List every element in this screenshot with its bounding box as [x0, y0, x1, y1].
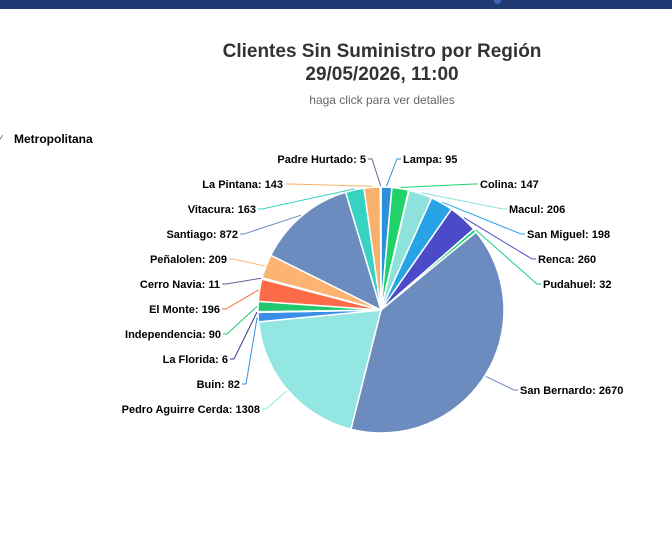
data-label-renca[interactable]: Renca: 260	[538, 254, 596, 266]
connector-independencia	[223, 306, 258, 335]
data-label-santiago[interactable]: Santiago: 872	[166, 229, 238, 241]
connector-vitacura	[258, 188, 355, 210]
data-label-vitacura[interactable]: Vitacura: 163	[188, 204, 256, 216]
data-label-colina[interactable]: Colina: 147	[480, 179, 539, 191]
data-label-lampa[interactable]: Lampa: 95	[403, 154, 457, 166]
connector-buin	[242, 317, 258, 385]
data-label-pudahuel[interactable]: Pudahuel: 32	[543, 279, 611, 291]
data-label-cerro-navia[interactable]: Cerro Navia: 11	[140, 279, 220, 291]
connector-colina	[400, 183, 478, 188]
connector-renca	[463, 217, 536, 260]
pie-slices	[257, 186, 505, 434]
data-labels: Padre Hurtado: 5 Lampa: 95 La Pintana: 143…	[122, 154, 624, 416]
data-label-padre-hurtado[interactable]: Padre Hurtado: 5	[277, 154, 366, 166]
pie-slice-pedro-aguirre-cerda[interactable]	[257, 309, 382, 431]
chart-title-line2: 29/05/2026, 11:00	[305, 64, 459, 85]
connector-pedro-aguirre-cerda	[262, 390, 288, 410]
series-toggle-metropolitana[interactable]: ∕ Metropolitana	[0, 130, 93, 148]
connector-pudahuel	[475, 229, 541, 285]
connector-la-pintana	[285, 183, 373, 187]
connector-macul	[420, 192, 507, 210]
chart-title-line1: Clientes Sin Suministro por Región	[222, 41, 542, 62]
data-label-penalolen[interactable]: Peñalolen: 209	[150, 254, 227, 266]
chevron-down-icon: ∕	[0, 133, 2, 145]
data-label-independencia[interactable]: Independencia: 90	[125, 329, 221, 341]
data-label-el-monte[interactable]: El Monte: 196	[149, 304, 220, 316]
nav-indicator	[494, 0, 501, 4]
connector-el-monte	[222, 289, 259, 310]
data-label-san-miguel[interactable]: San Miguel: 198	[527, 229, 610, 241]
chart-title: Clientes Sin Suministro por Región 29/05…	[0, 40, 672, 86]
data-label-buin[interactable]: Buin: 82	[197, 379, 240, 391]
connector-penalolen	[229, 258, 266, 267]
top-navigation-bar	[0, 0, 672, 9]
connector-san-miguel	[442, 201, 525, 235]
connector-padre-hurtado	[368, 158, 382, 187]
connector-san-bernardo	[485, 375, 518, 391]
connector-cerro-navia	[222, 277, 262, 285]
connector-santiago	[240, 214, 302, 235]
pie-slice-santiago[interactable]	[269, 191, 383, 312]
connector-lampa	[386, 158, 401, 187]
pie-slice-padre-hurtado[interactable]	[379, 186, 382, 311]
data-label-la-florida[interactable]: La Florida: 6	[163, 354, 228, 366]
chart-subtitle: haga click para ver detalles	[309, 93, 455, 107]
data-label-pedro-aguirre-cerda[interactable]: Pedro Aguirre Cerda: 1308	[122, 404, 260, 416]
pie-slice-san-bernardo[interactable]	[349, 230, 505, 434]
data-label-la-pintana[interactable]: La Pintana: 143	[202, 179, 283, 191]
connector-la-florida	[230, 311, 258, 360]
data-label-macul[interactable]: Macul: 206	[509, 204, 565, 216]
label-connectors	[222, 158, 541, 410]
series-name: Metropolitana	[14, 132, 93, 146]
data-label-san-bernardo[interactable]: San Bernardo: 2670	[520, 385, 623, 397]
